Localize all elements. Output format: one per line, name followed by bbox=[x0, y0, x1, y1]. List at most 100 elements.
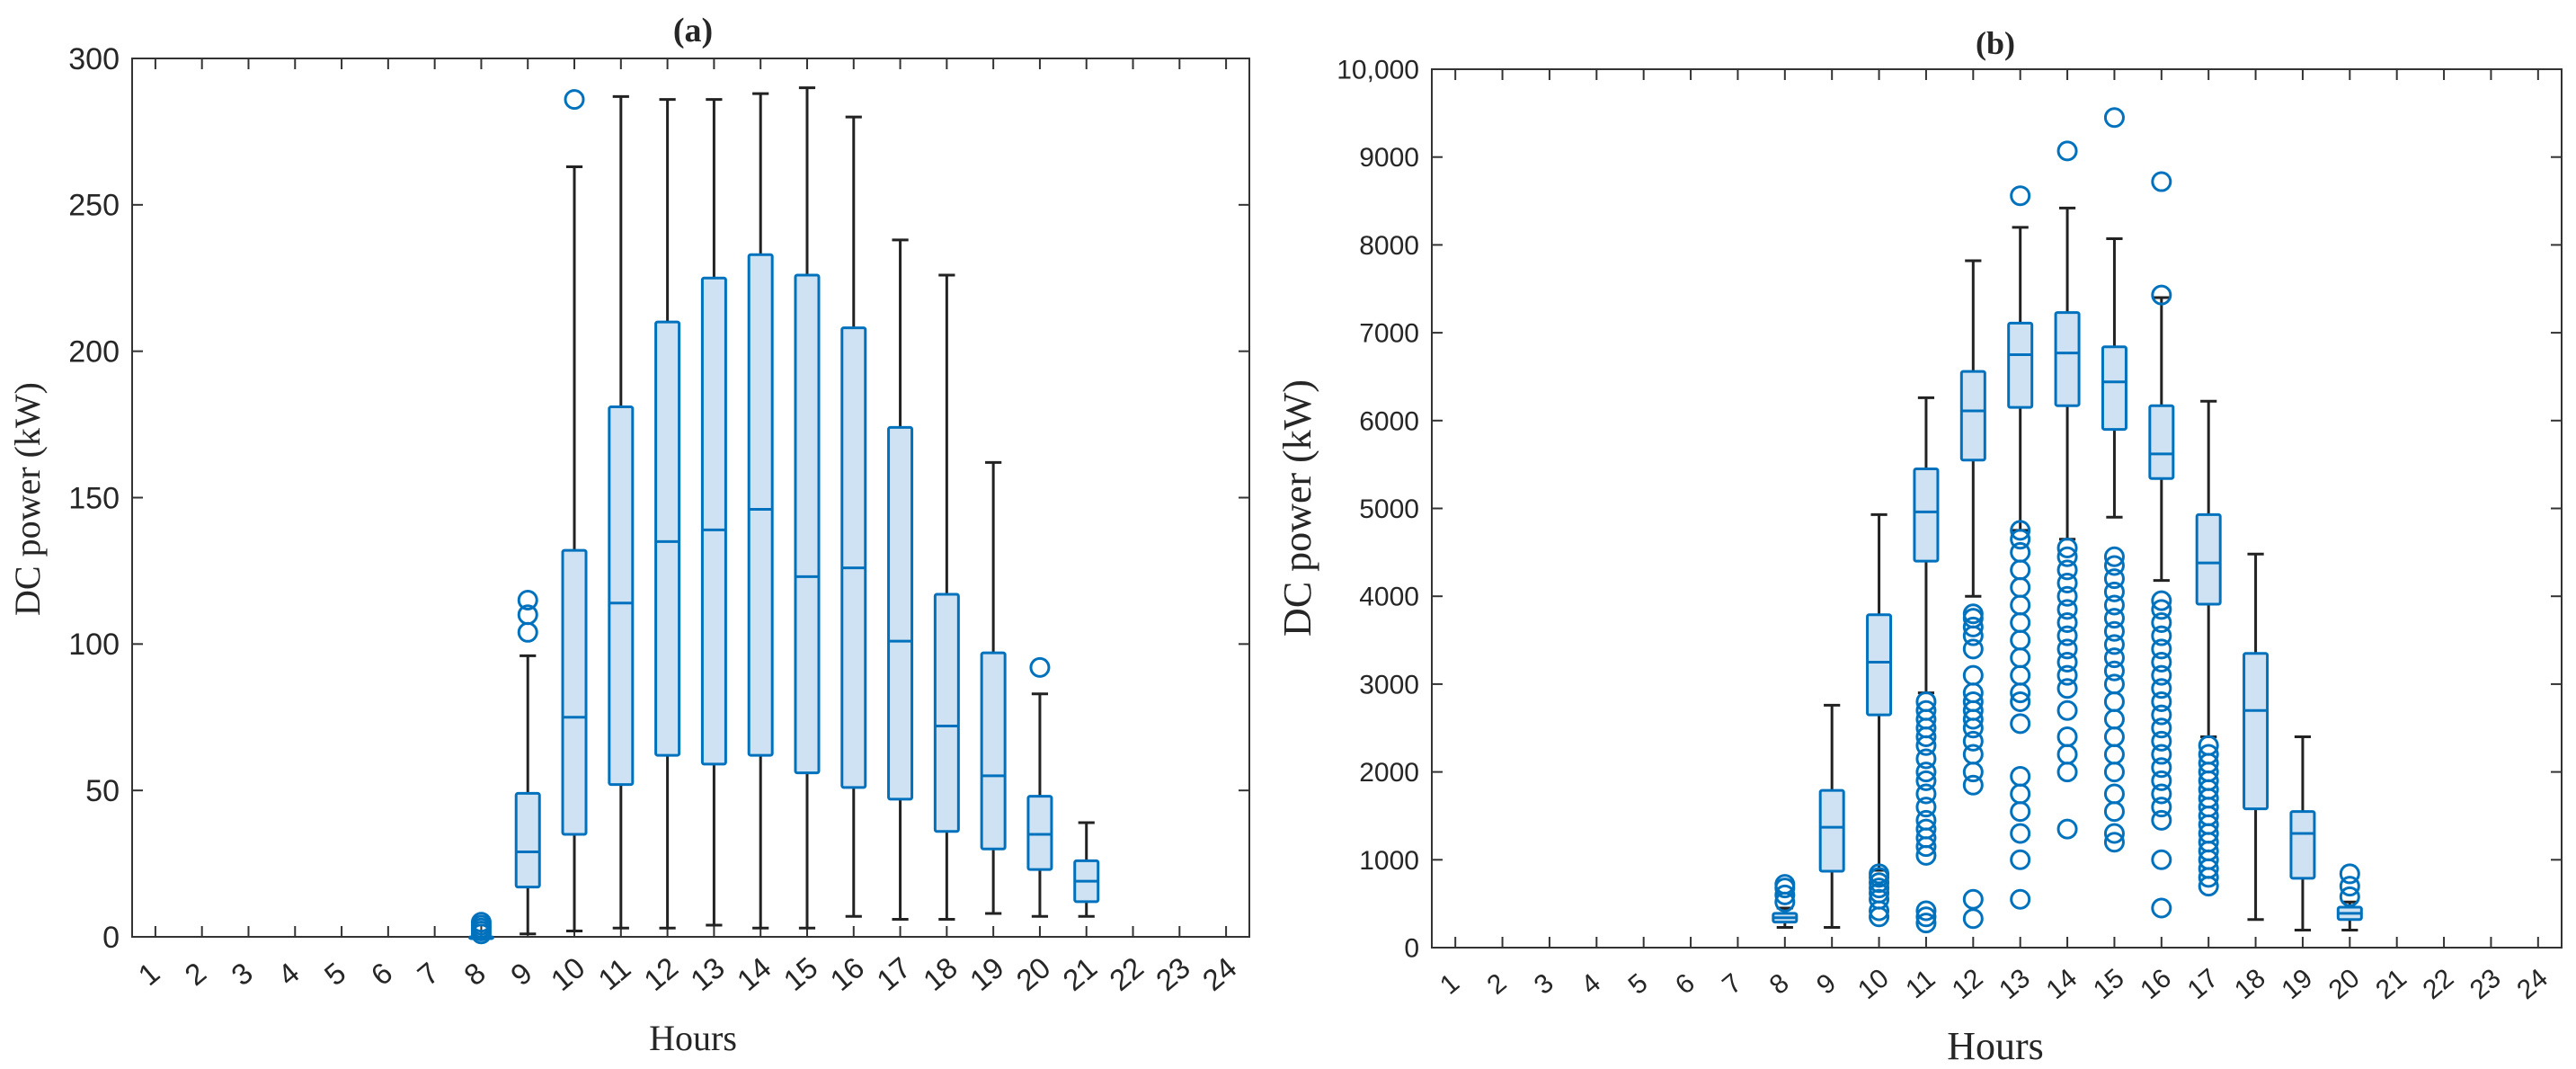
outlier-point bbox=[1869, 877, 1890, 899]
outlier-point bbox=[1915, 913, 1937, 934]
outlier-point bbox=[2010, 647, 2031, 669]
panel-b-xtick-label: 12 bbox=[1947, 963, 1989, 1005]
panel-b-xtick-label: 11 bbox=[1900, 964, 1941, 1004]
outlier-point bbox=[1962, 774, 1984, 796]
outlier-point bbox=[2056, 625, 2078, 646]
outlier-point bbox=[2151, 678, 2172, 699]
outlier-point bbox=[2056, 744, 2078, 765]
panel-a-ytick-label: 250 bbox=[68, 189, 120, 223]
panel-b-ytick-label: 6000 bbox=[1359, 406, 1419, 436]
outlier-point bbox=[1962, 744, 1984, 765]
outlier-point bbox=[2056, 699, 2078, 721]
outlier-point bbox=[2103, 801, 2125, 823]
box bbox=[608, 405, 635, 787]
panel-b-box-hour-13 bbox=[2007, 185, 2034, 910]
panel-a-xtick-label: 11 bbox=[591, 951, 636, 996]
outlier-point bbox=[2010, 559, 2031, 581]
panel-b-xtick-label: 19 bbox=[2276, 963, 2318, 1005]
panel-a-box-hour-8 bbox=[467, 912, 494, 945]
box bbox=[1866, 613, 1893, 717]
outlier-point bbox=[2010, 594, 2031, 616]
outlier-point bbox=[2103, 620, 2125, 642]
outlier-point bbox=[2010, 690, 2031, 712]
panel-a-box-hour-11 bbox=[608, 94, 635, 930]
outlier-point bbox=[2103, 832, 2125, 853]
outlier-point bbox=[2198, 744, 2219, 765]
outlier-point bbox=[2151, 599, 2172, 620]
panel-a-xtick-label: 10 bbox=[545, 950, 591, 997]
panel-b: (b) Hours DC power (kW) 0 1000 2000 3000 400… bbox=[1275, 25, 2563, 1068]
panel-b-ytick-label: 8000 bbox=[1359, 231, 1419, 261]
outlier-point bbox=[2056, 664, 2078, 686]
outlier-point bbox=[2151, 638, 2172, 660]
panel-b-marks: 0 1000 2000 3000 4000 5000 6000 7000 8000 9000 10,… bbox=[1337, 56, 2562, 1005]
box bbox=[2101, 345, 2127, 432]
panel-a-xtick-label: 15 bbox=[777, 950, 824, 997]
panel-a-xtick-label: 14 bbox=[731, 950, 777, 997]
outlier-point bbox=[2151, 797, 2172, 818]
outlier-point bbox=[564, 89, 585, 111]
panel-a-xtick-label: 8 bbox=[457, 956, 492, 992]
outlier-point bbox=[2151, 744, 2172, 765]
panel-b-ytick-label: 5000 bbox=[1359, 494, 1419, 524]
outlier-point bbox=[2151, 171, 2172, 192]
panel-a-box-hour-12 bbox=[654, 98, 681, 930]
outlier-point bbox=[1915, 809, 1937, 831]
panel-a-ytick-label: 200 bbox=[68, 335, 120, 370]
outlier-point bbox=[2103, 107, 2125, 129]
panel-b-ytick-label: 10,000 bbox=[1337, 56, 1419, 85]
panel-b-xtick-label: 7 bbox=[1717, 968, 1747, 1001]
outlier-point bbox=[1869, 872, 1890, 894]
outlier-point bbox=[2103, 647, 2125, 669]
panel-a-xtick-label: 19 bbox=[964, 950, 1010, 997]
panel-a-xtick-label: 22 bbox=[1103, 950, 1150, 997]
outlier-point bbox=[2151, 704, 2172, 726]
box bbox=[2054, 311, 2081, 407]
panel-a-xtick-label: 6 bbox=[365, 956, 399, 992]
box bbox=[514, 791, 541, 889]
outlier-point bbox=[1915, 797, 1937, 818]
outlier-point bbox=[1962, 730, 1984, 752]
panel-b-xtick-label: 6 bbox=[1670, 968, 1701, 1001]
panel-a-ytick-label: 0 bbox=[102, 921, 120, 955]
panel-b-xtick-label: 20 bbox=[2323, 963, 2366, 1005]
outlier-point bbox=[2056, 762, 2078, 783]
panel-a-xtick-label: 24 bbox=[1196, 950, 1243, 997]
box bbox=[561, 548, 588, 836]
panel-b-box-hour-19 bbox=[2289, 735, 2316, 931]
panel-a-box-hour-18 bbox=[933, 273, 960, 921]
outlier-point bbox=[2056, 726, 2078, 748]
outlier-point bbox=[2056, 638, 2078, 660]
outlier-point bbox=[2103, 634, 2125, 655]
outlier-point bbox=[1915, 762, 1937, 783]
outlier-point bbox=[2151, 730, 2172, 752]
panel-b-ylabel: DC power (kW) bbox=[1275, 379, 1319, 637]
panel-b-box-hour-11 bbox=[1913, 396, 1940, 934]
panel-a-ytick-label: 50 bbox=[85, 774, 120, 808]
outlier-point bbox=[2151, 717, 2172, 739]
outlier-point bbox=[1962, 664, 1984, 686]
outlier-point bbox=[2151, 590, 2172, 611]
panel-b-box-hour-20 bbox=[2336, 863, 2363, 931]
panel-a-xtick-label: 12 bbox=[637, 950, 684, 997]
panel-b-xtick-label: 3 bbox=[1529, 968, 1559, 1001]
outlier-point bbox=[2151, 770, 2172, 791]
box bbox=[2243, 652, 2270, 811]
box bbox=[933, 592, 960, 833]
outlier-point bbox=[2056, 599, 2078, 620]
outlier-point bbox=[517, 604, 538, 626]
panel-b-xtick-label: 15 bbox=[2088, 963, 2130, 1005]
outlier-point bbox=[2010, 664, 2031, 686]
outlier-point bbox=[2056, 537, 2078, 558]
outlier-point bbox=[2056, 559, 2078, 581]
panel-a: (a) Hours DC power (kW) 0 50 100 150 200 250 3… bbox=[7, 12, 1250, 1058]
panel-b-ytick-label: 4000 bbox=[1359, 583, 1419, 612]
outlier-point bbox=[2198, 735, 2219, 756]
outlier-point bbox=[2103, 546, 2125, 567]
panel-b-plot-area bbox=[1431, 68, 2563, 949]
outlier-point bbox=[1915, 900, 1937, 922]
outlier-point bbox=[2010, 576, 2031, 598]
outlier-point bbox=[2056, 140, 2078, 162]
outlier-point bbox=[2151, 651, 2172, 673]
